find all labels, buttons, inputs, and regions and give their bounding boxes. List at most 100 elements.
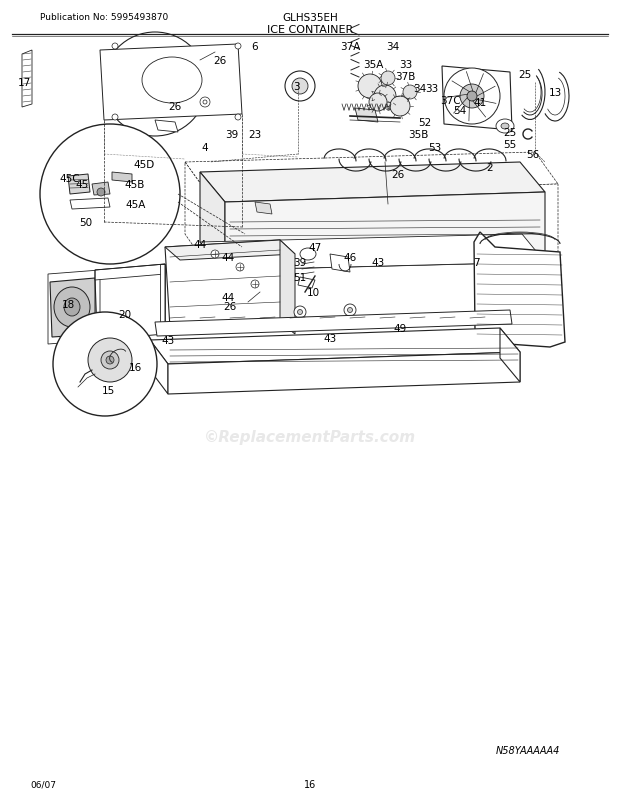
Text: 35A: 35A — [363, 60, 383, 70]
Polygon shape — [70, 199, 110, 210]
Circle shape — [381, 72, 395, 86]
Circle shape — [384, 349, 396, 361]
Circle shape — [200, 98, 210, 107]
Circle shape — [460, 85, 484, 109]
Text: 17: 17 — [17, 78, 30, 88]
Circle shape — [97, 188, 105, 196]
Polygon shape — [442, 67, 512, 131]
Text: 56: 56 — [526, 150, 539, 160]
Text: 47: 47 — [308, 243, 322, 253]
Text: 20: 20 — [118, 310, 131, 320]
Circle shape — [344, 305, 356, 317]
Circle shape — [251, 281, 259, 289]
Text: 23: 23 — [249, 130, 262, 140]
Ellipse shape — [496, 119, 514, 134]
Text: 35B: 35B — [408, 130, 428, 140]
Polygon shape — [500, 329, 520, 383]
Text: 25: 25 — [518, 70, 531, 80]
Circle shape — [388, 352, 392, 357]
Text: 45B: 45B — [125, 180, 145, 190]
Text: 39: 39 — [226, 130, 239, 140]
Polygon shape — [165, 241, 285, 329]
Text: 10: 10 — [306, 288, 319, 298]
Circle shape — [403, 86, 417, 100]
Polygon shape — [112, 172, 132, 183]
Circle shape — [444, 69, 500, 125]
Polygon shape — [22, 51, 32, 107]
Polygon shape — [160, 265, 165, 334]
Text: 37A: 37A — [340, 42, 360, 52]
Circle shape — [289, 351, 301, 363]
Text: 52: 52 — [418, 118, 432, 128]
Circle shape — [40, 125, 180, 265]
Circle shape — [294, 306, 306, 318]
Polygon shape — [280, 241, 295, 334]
Circle shape — [131, 61, 179, 109]
Circle shape — [101, 351, 119, 370]
Circle shape — [293, 355, 298, 360]
Polygon shape — [255, 203, 272, 215]
Polygon shape — [95, 265, 165, 281]
Text: 45C: 45C — [60, 174, 81, 184]
Polygon shape — [225, 192, 545, 270]
Text: 55: 55 — [503, 140, 516, 150]
Circle shape — [285, 72, 315, 102]
Polygon shape — [155, 121, 178, 133]
Text: 37B: 37B — [395, 72, 415, 82]
Circle shape — [390, 97, 410, 117]
Text: 2: 2 — [487, 163, 494, 172]
Text: 3: 3 — [293, 82, 299, 92]
Text: 18: 18 — [61, 300, 74, 310]
Text: 06/07: 06/07 — [30, 780, 56, 788]
Circle shape — [112, 115, 118, 121]
Text: N58YAAAAA4: N58YAAAAA4 — [495, 745, 560, 755]
Circle shape — [53, 313, 157, 416]
Circle shape — [347, 308, 353, 313]
Polygon shape — [165, 241, 295, 261]
Circle shape — [235, 44, 241, 50]
Text: 41: 41 — [474, 98, 487, 107]
Polygon shape — [474, 233, 565, 347]
Ellipse shape — [300, 249, 316, 261]
Text: 51: 51 — [293, 273, 307, 282]
Text: 39: 39 — [293, 257, 307, 268]
Text: Publication No: 5995493870: Publication No: 5995493870 — [40, 14, 168, 22]
Polygon shape — [50, 278, 97, 338]
Text: 16: 16 — [128, 363, 141, 373]
Circle shape — [106, 357, 114, 365]
Polygon shape — [168, 353, 520, 395]
Circle shape — [88, 338, 132, 383]
Circle shape — [292, 79, 308, 95]
Text: 26: 26 — [169, 102, 182, 111]
Text: 26: 26 — [223, 302, 237, 312]
Text: ICE CONTAINER: ICE CONTAINER — [267, 25, 353, 35]
Polygon shape — [355, 109, 378, 123]
Text: 26: 26 — [213, 56, 227, 66]
Text: 26: 26 — [391, 170, 405, 180]
Polygon shape — [150, 341, 168, 395]
Polygon shape — [200, 235, 545, 270]
Circle shape — [358, 75, 382, 99]
Circle shape — [203, 101, 207, 105]
Polygon shape — [200, 172, 225, 270]
Polygon shape — [200, 163, 545, 203]
Text: 37C: 37C — [440, 96, 460, 106]
Polygon shape — [100, 45, 242, 121]
Text: 33: 33 — [425, 84, 438, 94]
Text: 7: 7 — [472, 257, 479, 268]
Polygon shape — [298, 277, 315, 289]
Circle shape — [211, 251, 219, 259]
Text: 44: 44 — [221, 293, 234, 302]
Circle shape — [112, 44, 118, 50]
Text: 25: 25 — [503, 128, 516, 138]
Text: 6: 6 — [252, 42, 259, 52]
Text: 46: 46 — [343, 253, 356, 263]
Text: 50: 50 — [79, 217, 92, 228]
Text: 15: 15 — [102, 386, 115, 395]
Text: 53: 53 — [428, 143, 441, 153]
Ellipse shape — [54, 288, 90, 327]
Text: 45D: 45D — [133, 160, 154, 170]
Polygon shape — [92, 183, 110, 196]
Text: 43: 43 — [371, 257, 384, 268]
Polygon shape — [330, 255, 350, 273]
